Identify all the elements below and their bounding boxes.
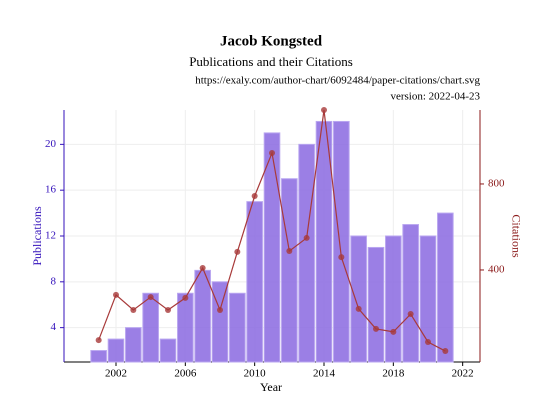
bar: [419, 235, 437, 363]
bar: [125, 327, 142, 363]
x-tick-label: 2018: [382, 368, 405, 380]
chart-subtitle: Publications and their Citations: [189, 54, 353, 69]
citation-point: [355, 305, 362, 312]
citation-point: [130, 306, 137, 313]
x-tick-label: 2010: [244, 368, 267, 380]
x-tick-label: 2014: [313, 368, 336, 380]
citation-point: [199, 265, 206, 272]
y-tick-label: 16: [45, 184, 57, 196]
x-axis-label: Year: [260, 380, 282, 394]
bar: [211, 281, 229, 363]
source-url: https://exaly.com/author-chart/6092484/p…: [195, 75, 480, 87]
x-tick-label: 2002: [105, 368, 127, 380]
bar: [298, 143, 315, 363]
citation-point: [251, 193, 258, 200]
y2-axis-label: Citations: [509, 214, 523, 258]
bar: [385, 235, 402, 363]
bar: [281, 178, 298, 363]
y-axis-label: Publications: [30, 206, 44, 266]
bar: [333, 120, 350, 363]
y2-tick-label: 800: [488, 177, 505, 189]
bar: [246, 201, 263, 363]
chart-title: Jacob Kongsted: [220, 33, 323, 49]
y-tick-label: 4: [51, 321, 57, 333]
bar: [229, 292, 246, 363]
bar: [315, 120, 333, 363]
citation-point: [147, 294, 154, 301]
y-tick-label: 8: [51, 275, 57, 287]
citation-point: [182, 294, 189, 301]
citation-point: [303, 234, 310, 241]
citation-point: [269, 150, 275, 157]
citation-point: [95, 337, 102, 344]
citation-point: [425, 339, 431, 346]
citation-point: [165, 306, 171, 313]
bar: [367, 246, 385, 363]
citation-point: [234, 248, 241, 255]
bar: [194, 269, 211, 363]
citation-point: [286, 248, 293, 255]
bar: [142, 292, 159, 363]
citation-point: [390, 328, 397, 335]
x-tick-label: 2022: [452, 368, 474, 380]
citation-point: [217, 306, 223, 313]
citation-point: [338, 254, 345, 261]
citation-point: [321, 107, 327, 113]
y-tick-label: 20: [45, 138, 57, 150]
bar: [263, 132, 281, 363]
bar: [350, 235, 367, 363]
bar: [402, 224, 419, 363]
citation-point: [113, 291, 119, 298]
bar: [437, 212, 454, 363]
bar: [107, 338, 125, 363]
bar: [159, 338, 177, 363]
x-tick-label: 2006: [174, 368, 197, 380]
citation-point: [407, 311, 414, 318]
y-tick-label: 12: [45, 230, 56, 242]
bar: [90, 350, 107, 363]
version: version: 2022-04-23: [390, 91, 480, 103]
y2-tick-label: 400: [488, 264, 505, 276]
bar: [177, 292, 194, 363]
citation-point: [442, 348, 449, 355]
citation-point: [373, 325, 379, 332]
